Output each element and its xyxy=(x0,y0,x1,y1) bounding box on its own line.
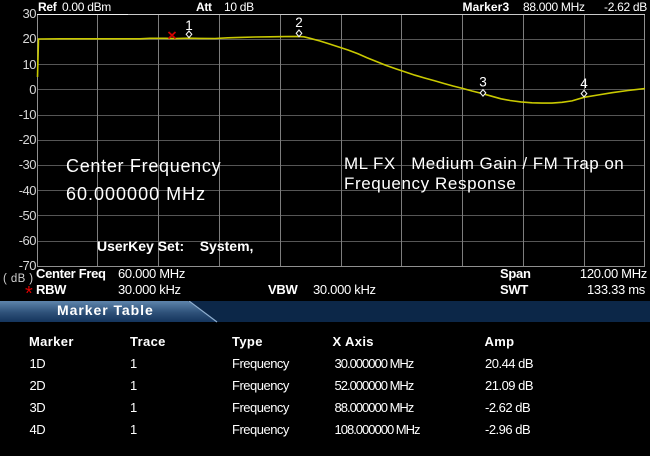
svg-text:1: 1 xyxy=(185,18,193,33)
svg-text:2: 2 xyxy=(295,15,303,30)
svg-text:4: 4 xyxy=(580,76,588,91)
svg-text:3: 3 xyxy=(479,75,487,90)
